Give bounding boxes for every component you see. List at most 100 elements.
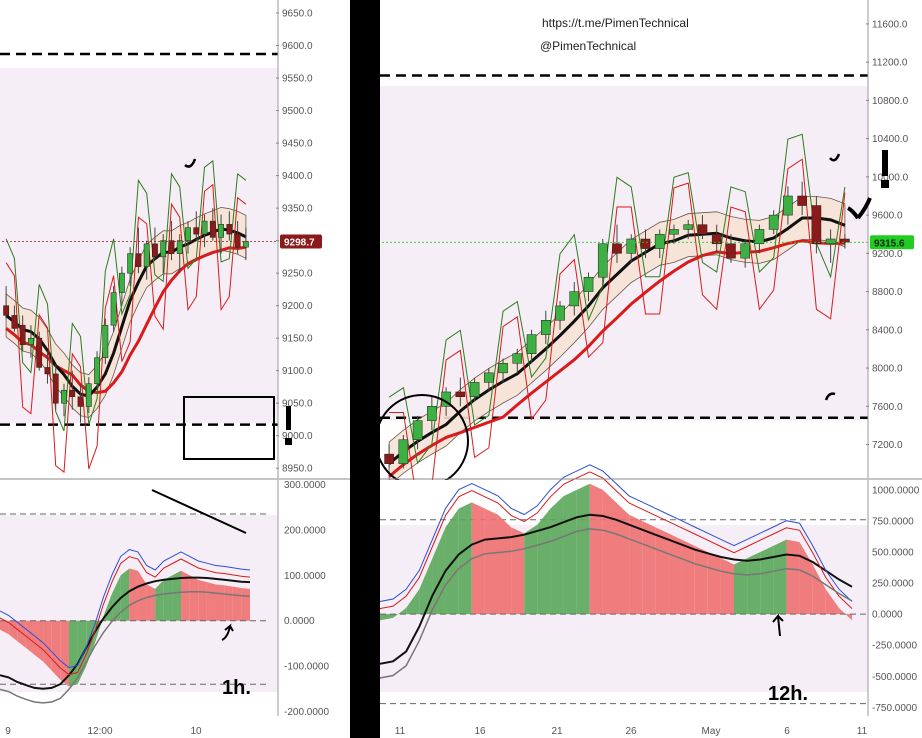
right-last-price-bg bbox=[870, 235, 914, 250]
slow-moving-average-line bbox=[5, 245, 247, 395]
osc-histogram-segment bbox=[215, 584, 225, 621]
price-tick-label: 10400.0 bbox=[872, 134, 909, 145]
osc-histogram-segment bbox=[694, 545, 708, 615]
candle-body bbox=[797, 195, 807, 206]
candle-body bbox=[110, 292, 117, 326]
candle-body bbox=[540, 320, 551, 335]
candle-body bbox=[19, 324, 26, 345]
price-tick-label: 9500.0 bbox=[282, 106, 313, 117]
left-exclamation-bar bbox=[286, 406, 291, 430]
candle-body bbox=[612, 243, 622, 254]
slow-moving-average-line bbox=[388, 239, 845, 478]
osc-histogram-segment bbox=[419, 558, 433, 615]
price-tick-label: 9400.0 bbox=[282, 171, 313, 182]
osc-histogram-segment bbox=[681, 539, 695, 615]
candle-body bbox=[512, 353, 523, 364]
left-timeframe-label: 1h. bbox=[222, 677, 251, 699]
price-tick-label: 8400.0 bbox=[872, 325, 903, 336]
candle-body bbox=[152, 243, 158, 258]
price-tick-label: 9600.0 bbox=[282, 41, 313, 52]
osc-grey-line bbox=[379, 528, 853, 679]
candle-body bbox=[498, 363, 508, 374]
osc-histogram-segment bbox=[393, 607, 407, 618]
candle-body bbox=[11, 315, 18, 329]
candle-body bbox=[754, 229, 765, 245]
osc-histogram-segment bbox=[707, 552, 721, 615]
osc-histogram-segment bbox=[655, 527, 669, 615]
price-tick-label: 9200.0 bbox=[282, 301, 313, 312]
osc-tick-label: 0.0000 bbox=[872, 610, 903, 621]
osc-tick-label: -750.0000 bbox=[872, 703, 917, 714]
left-up-arrow-mark bbox=[221, 623, 234, 641]
candle-body bbox=[176, 240, 183, 254]
osc-tick-label: -200.0000 bbox=[284, 707, 329, 718]
osc-tick-label: -100.0000 bbox=[284, 662, 329, 673]
candle-body bbox=[597, 243, 608, 278]
osc-tick-label: 200.0000 bbox=[284, 525, 326, 536]
right-last-price-label: 9315.6 bbox=[874, 238, 905, 249]
right-up-arrow-mark bbox=[772, 613, 784, 637]
red-indicator-line bbox=[389, 158, 846, 507]
candle-body bbox=[640, 238, 651, 249]
osc-histogram-segment bbox=[189, 575, 199, 621]
osc-histogram-segment bbox=[550, 496, 564, 615]
osc-tick-label: 500.0000 bbox=[872, 548, 914, 559]
candle-body bbox=[234, 233, 241, 248]
right-time-axis: 11 16 21 26 May 6 11 bbox=[395, 726, 868, 737]
candle-body bbox=[569, 291, 580, 307]
osc-histogram-segment bbox=[773, 539, 787, 615]
osc-blue-line bbox=[379, 464, 853, 602]
candle-body bbox=[768, 214, 779, 230]
candle-body bbox=[555, 305, 565, 321]
candle-body bbox=[52, 373, 59, 404]
osc-histogram-segment bbox=[198, 579, 207, 621]
price-tick-label: 9550.0 bbox=[282, 74, 313, 85]
osc-histogram-segment bbox=[181, 570, 190, 621]
left-divergence-line bbox=[151, 489, 247, 534]
osc-histogram-segment bbox=[241, 588, 250, 621]
osc-histogram-segment bbox=[206, 582, 216, 621]
price-tick-label: 9050.0 bbox=[282, 399, 313, 410]
candle-body bbox=[840, 238, 850, 243]
candle-body bbox=[209, 220, 216, 238]
candle-body bbox=[740, 243, 750, 259]
candle-body bbox=[711, 233, 722, 245]
osc-histogram-segment bbox=[602, 489, 616, 615]
time-tick-label: 11 bbox=[857, 726, 868, 737]
price-tick-label: 10000.0 bbox=[872, 172, 909, 183]
candle-body bbox=[160, 240, 167, 258]
osc-histogram-segment bbox=[112, 575, 121, 621]
watermark-link: https://t.me/PimenTechnical bbox=[542, 16, 689, 30]
candle-body bbox=[469, 382, 480, 397]
right-down-arrow-mark bbox=[847, 197, 872, 220]
right-timeframe-label: 12h. bbox=[768, 683, 808, 705]
price-tick-label: 7200.0 bbox=[872, 440, 903, 451]
right-check-mark-top bbox=[829, 153, 841, 162]
osc-histogram-segment bbox=[576, 483, 590, 615]
osc-tick-label: 250.0000 bbox=[872, 579, 914, 590]
osc-histogram-segment bbox=[51, 620, 61, 680]
osc-tick-label: -500.0000 bbox=[872, 672, 917, 683]
time-tick-label: 10 bbox=[190, 726, 202, 737]
right-check-mark-bottom bbox=[824, 392, 836, 401]
candle-body bbox=[427, 406, 437, 421]
candle-body bbox=[218, 224, 224, 238]
osc-tick-label: -250.0000 bbox=[872, 641, 917, 652]
candle-body bbox=[783, 195, 793, 216]
candle-body bbox=[61, 389, 67, 404]
candle-body bbox=[626, 238, 637, 254]
osc-histogram-segment bbox=[498, 514, 512, 615]
left-time-axis: 9 12:00 10 bbox=[5, 726, 202, 737]
candle-body bbox=[102, 324, 109, 358]
osc-histogram-segment bbox=[786, 539, 800, 615]
candle-body bbox=[3, 305, 10, 316]
osc-histogram-segment bbox=[129, 568, 138, 621]
candle-body bbox=[77, 396, 84, 407]
osc-grey-line bbox=[0, 590, 251, 704]
time-tick-label: 9 bbox=[5, 726, 11, 737]
time-tick-label: 21 bbox=[551, 726, 563, 737]
candle-body bbox=[201, 220, 208, 235]
price-tick-label: 9250.0 bbox=[282, 269, 313, 280]
osc-histogram-segment bbox=[524, 524, 538, 615]
osc-histogram-segment bbox=[68, 620, 78, 687]
